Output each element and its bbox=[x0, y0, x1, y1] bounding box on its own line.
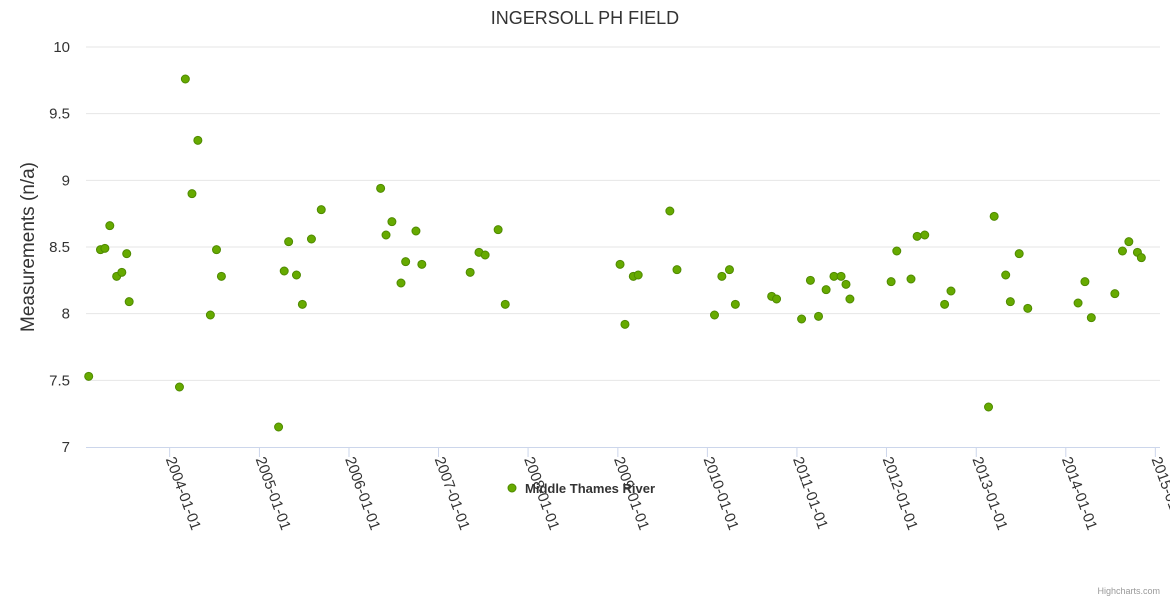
data-point[interactable] bbox=[291, 270, 301, 280]
data-point[interactable] bbox=[710, 310, 720, 320]
data-point[interactable] bbox=[306, 234, 316, 244]
data-point[interactable] bbox=[841, 279, 851, 289]
data-point[interactable] bbox=[174, 382, 184, 392]
data-point[interactable] bbox=[279, 266, 289, 276]
data-point[interactable] bbox=[84, 371, 94, 381]
data-point[interactable] bbox=[1073, 298, 1083, 308]
data-point[interactable] bbox=[387, 217, 397, 227]
y-tick-label: 9 bbox=[62, 172, 70, 189]
data-point[interactable] bbox=[920, 230, 930, 240]
y-tick-label: 8.5 bbox=[49, 239, 70, 256]
legend-marker-icon[interactable] bbox=[507, 483, 517, 493]
data-point[interactable] bbox=[381, 230, 391, 240]
data-point[interactable] bbox=[274, 422, 284, 432]
data-point[interactable] bbox=[216, 271, 226, 281]
data-point[interactable] bbox=[122, 249, 132, 259]
data-point[interactable] bbox=[730, 299, 740, 309]
y-tick-label: 10 bbox=[53, 39, 70, 56]
data-point[interactable] bbox=[886, 277, 896, 287]
data-point[interactable] bbox=[105, 221, 115, 231]
data-point[interactable] bbox=[212, 245, 222, 255]
data-point[interactable] bbox=[717, 271, 727, 281]
data-point[interactable] bbox=[615, 259, 625, 269]
credits-link[interactable]: Highcharts.com bbox=[1097, 586, 1160, 596]
data-point[interactable] bbox=[672, 265, 682, 275]
data-point[interactable] bbox=[493, 225, 503, 235]
y-tick-label: 8 bbox=[62, 306, 70, 323]
data-point[interactable] bbox=[912, 231, 922, 241]
data-point[interactable] bbox=[1001, 270, 1011, 280]
data-point[interactable] bbox=[1136, 253, 1146, 263]
legend[interactable]: Middle Thames River bbox=[507, 481, 655, 496]
data-point[interactable] bbox=[205, 310, 215, 320]
data-point[interactable] bbox=[284, 237, 294, 247]
data-point[interactable] bbox=[500, 299, 510, 309]
data-point[interactable] bbox=[1124, 237, 1134, 247]
data-point[interactable] bbox=[187, 189, 197, 199]
data-point[interactable] bbox=[989, 211, 999, 221]
data-point[interactable] bbox=[797, 314, 807, 324]
data-point[interactable] bbox=[1117, 246, 1127, 256]
data-point[interactable] bbox=[940, 299, 950, 309]
data-point[interactable] bbox=[480, 250, 490, 260]
data-point[interactable] bbox=[821, 285, 831, 295]
y-tick-label: 9.5 bbox=[49, 106, 70, 123]
data-point[interactable] bbox=[845, 294, 855, 304]
data-point[interactable] bbox=[665, 206, 675, 216]
data-point[interactable] bbox=[1014, 249, 1024, 259]
data-point[interactable] bbox=[892, 246, 902, 256]
chart-title: INGERSOLL PH FIELD bbox=[491, 8, 679, 28]
data-point[interactable] bbox=[814, 311, 824, 321]
data-point[interactable] bbox=[1023, 303, 1033, 313]
data-point[interactable] bbox=[906, 274, 916, 284]
data-point[interactable] bbox=[100, 243, 110, 253]
data-point[interactable] bbox=[297, 299, 307, 309]
data-point[interactable] bbox=[724, 265, 734, 275]
y-axis-title: Measurements (n/a) bbox=[18, 162, 39, 332]
legend-item-label[interactable]: Middle Thames River bbox=[525, 481, 655, 496]
data-point[interactable] bbox=[772, 294, 782, 304]
data-point[interactable] bbox=[117, 267, 127, 277]
data-point[interactable] bbox=[401, 257, 411, 267]
data-point[interactable] bbox=[984, 402, 994, 412]
y-axis-ticks: 7 7.5 8 8.5 9 9.5 10 bbox=[49, 39, 70, 456]
data-point[interactable] bbox=[946, 286, 956, 296]
data-point[interactable] bbox=[465, 267, 475, 277]
y-tick-label: 7 bbox=[62, 439, 70, 456]
series-points bbox=[84, 74, 1146, 432]
grid-lines bbox=[86, 46, 1160, 381]
data-point[interactable] bbox=[805, 275, 815, 285]
data-point[interactable] bbox=[193, 135, 203, 145]
data-point[interactable] bbox=[376, 183, 386, 193]
data-point[interactable] bbox=[1110, 289, 1120, 299]
data-point[interactable] bbox=[396, 278, 406, 288]
data-point[interactable] bbox=[316, 205, 326, 215]
data-point[interactable] bbox=[1005, 297, 1015, 307]
data-point[interactable] bbox=[836, 271, 846, 281]
data-point[interactable] bbox=[124, 297, 134, 307]
data-point[interactable] bbox=[417, 259, 427, 269]
y-tick-label: 7.5 bbox=[49, 372, 70, 389]
data-point[interactable] bbox=[411, 226, 421, 236]
data-point[interactable] bbox=[620, 319, 630, 329]
data-point[interactable] bbox=[633, 270, 643, 280]
data-point[interactable] bbox=[1086, 313, 1096, 323]
data-point[interactable] bbox=[1080, 277, 1090, 287]
data-point[interactable] bbox=[180, 74, 190, 84]
